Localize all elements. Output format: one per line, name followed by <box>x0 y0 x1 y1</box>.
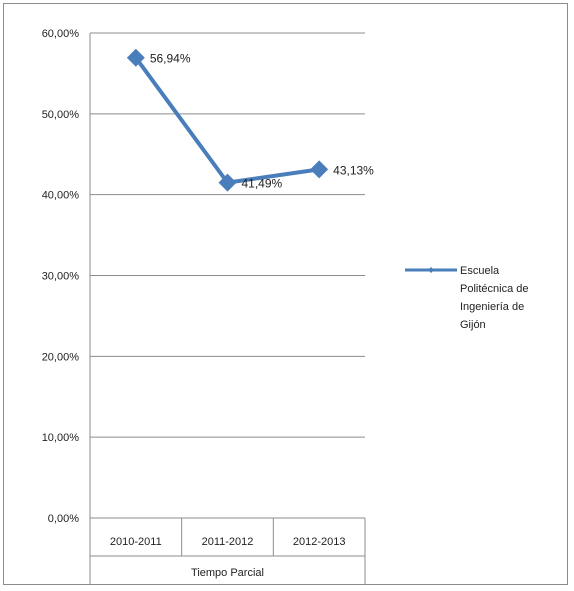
y-tick-label: 20,00% <box>42 351 80 363</box>
legend-label-line: Gijón <box>460 319 486 331</box>
legend-label-line: Politécnica de <box>460 283 529 295</box>
y-tick-label: 40,00% <box>42 190 80 202</box>
data-point-marker <box>310 160 329 179</box>
x-tick-label: 2011-2012 <box>202 536 254 548</box>
gridlines <box>90 32 365 519</box>
data-point-marker <box>126 48 145 67</box>
legend-marker <box>428 267 434 273</box>
x-axis: Tiempo Parcial 2010-2011 2011-2012 2012-20… <box>89 518 366 585</box>
y-tick-label: 30,00% <box>42 271 80 283</box>
data-label: 43,13% <box>333 163 374 177</box>
y-tick-label: 60,00% <box>42 28 80 40</box>
data-label: 56,94% <box>150 52 191 66</box>
x-tick-label: 2010-2011 <box>110 536 162 548</box>
legend-label: Escuela Politécnica de Ingeniería de Gijón <box>460 265 529 331</box>
y-tick-label: 0,00% <box>48 513 79 525</box>
series-layer: 56,94% 41,49% 43,13% <box>126 48 374 192</box>
data-label: 41,49% <box>242 177 283 191</box>
y-tick-label: 10,00% <box>42 432 80 444</box>
series-line <box>134 56 320 185</box>
legend-label-line: Escuela <box>460 265 500 277</box>
legend-label-line: Ingeniería de <box>460 301 524 313</box>
data-point-marker <box>218 173 237 192</box>
y-tick-label: 50,00% <box>42 109 80 121</box>
y-axis: 0,00% 10,00% 20,00% 30,00% 40,00% 50,00% 60,00… <box>42 28 91 525</box>
legend: Escuela Politécnica de Ingeniería de Gijón <box>405 265 529 331</box>
x-tick-label: 2012-2013 <box>293 536 346 548</box>
chart-area <box>3 3 568 585</box>
x-group-label: Tiempo Parcial <box>191 567 264 579</box>
